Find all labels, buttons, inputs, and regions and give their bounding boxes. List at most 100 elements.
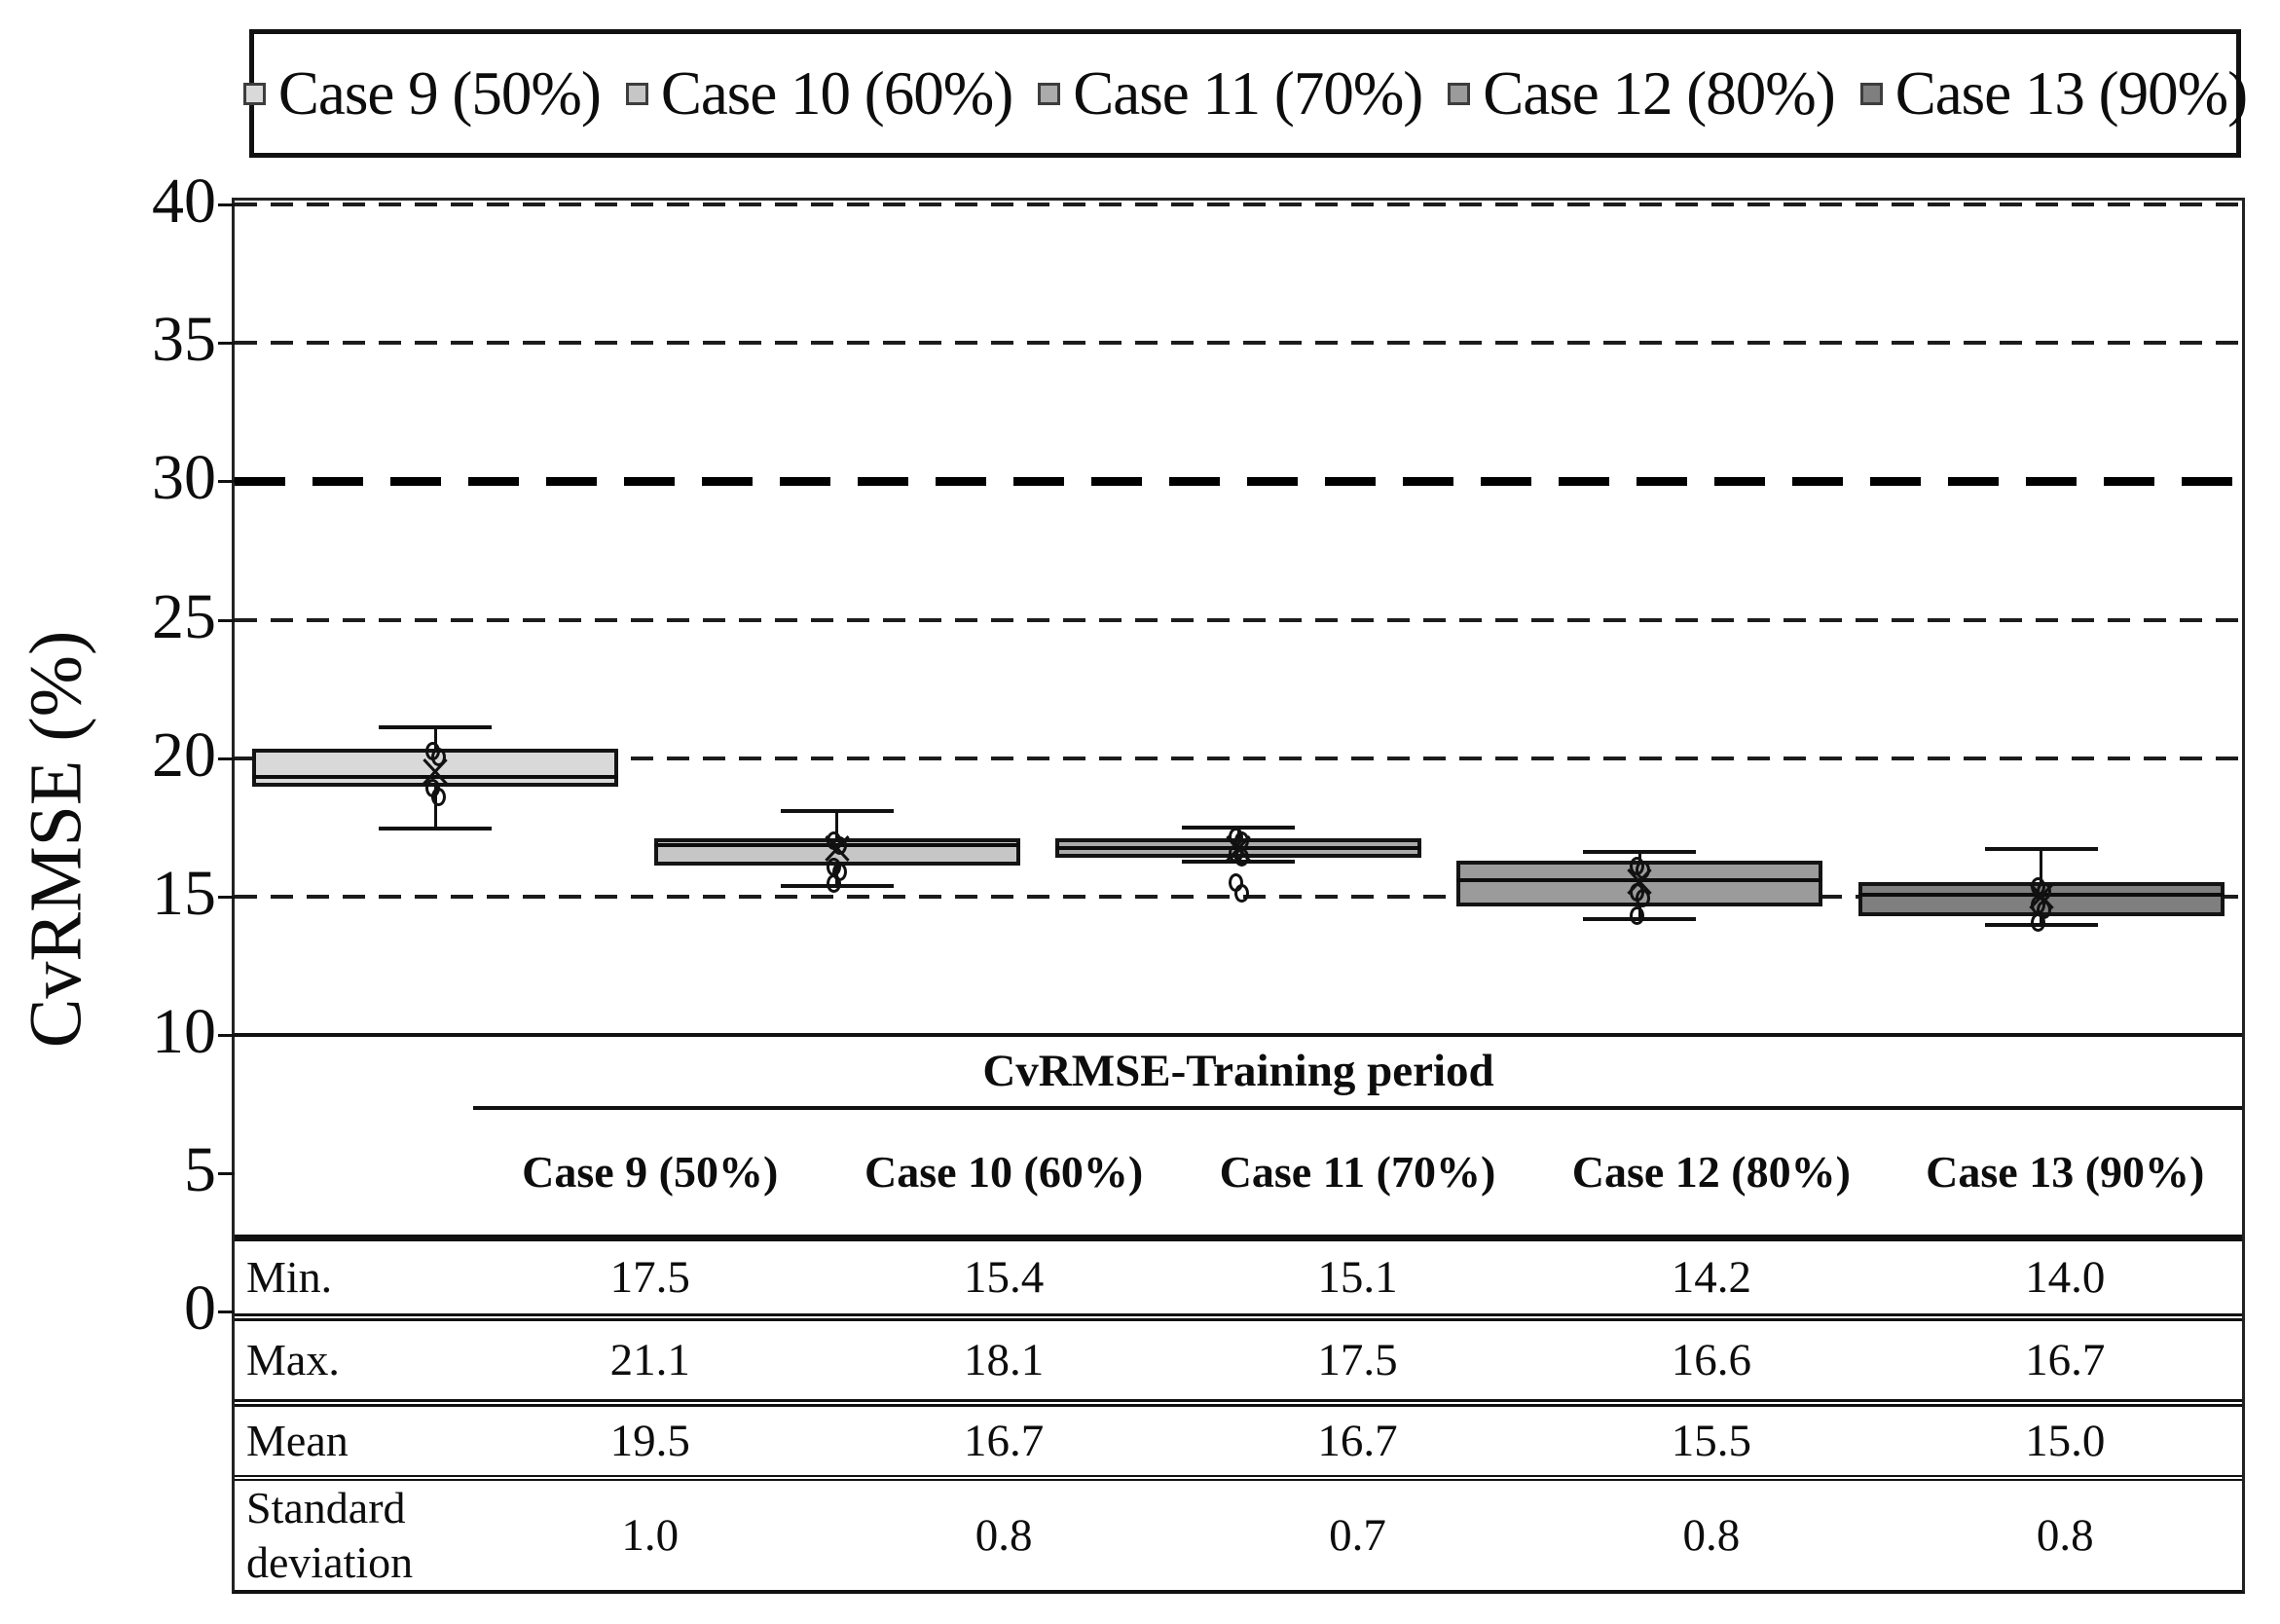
gridline-dashed [235,617,2242,622]
table-column-header: Case 13 (90%) [1926,1147,2205,1198]
cell-value: 14.2 [1671,1252,1751,1303]
row-label: Standard deviation [246,1483,414,1587]
legend-marker-icon [1448,82,1471,105]
y-tick-label: 25 [152,580,216,652]
whisker-cap-upper [1583,850,1697,855]
legend-label: Case 13 (90%) [1894,58,2248,128]
data-point [430,787,446,806]
cell-value: 15.1 [1317,1252,1398,1303]
table-row: Mean 19.5 16.7 16.7 15.5 15.0 [235,1407,2242,1475]
row-label: Min. [246,1252,333,1302]
row-label: Max. [246,1335,340,1384]
legend-marker-icon [625,82,648,105]
whisker-cap-lower [379,826,493,830]
cell-value: 0.7 [1329,1510,1386,1561]
y-tick-label: 5 [184,1133,216,1205]
legend-marker-icon [242,82,266,105]
y-tick-label: 10 [152,995,216,1067]
cell-value: 18.1 [963,1335,1045,1385]
y-tick-mark [218,1171,235,1175]
y-tick-label: 35 [152,304,216,376]
table-title-underline [473,1105,2242,1110]
table-column-header: Case 10 (60%) [864,1147,1144,1198]
gridline-dashed [235,341,2242,346]
whisker-cap-upper [1984,847,2098,852]
y-tick-mark [218,618,235,622]
legend-label: Case 9 (50%) [277,58,602,128]
cell-value: 16.6 [1671,1335,1751,1385]
data-point [2031,913,2046,933]
legend-label: Case 12 (80%) [1483,58,1835,128]
data-point [827,874,842,894]
cell-value: 16.7 [2025,1335,2106,1385]
legend-item: Case 9 (50%) [242,58,602,129]
cell-value: 0.8 [1682,1510,1741,1561]
cell-value: 15.5 [1671,1416,1751,1466]
mean-x-marker [1624,867,1655,898]
cell-value: 17.5 [609,1252,690,1303]
data-point [1635,888,1650,907]
y-tick-mark [218,203,235,207]
table-column-header: Case 11 (70%) [1219,1147,1496,1198]
table-row: Max. 21.1 18.1 17.5 16.6 16.7 [235,1321,2242,1399]
threshold-gridline [235,477,2242,487]
legend-marker-icon [1038,82,1061,105]
legend-label: Case 10 (60%) [660,58,1013,128]
legend: Case 9 (50%) Case 10 (60%) Case 11 (70%) Ca… [242,29,2248,158]
table-column-header: Case 12 (80%) [1571,1147,1851,1198]
y-tick-mark [218,1310,235,1313]
table-row: Min. 17.5 15.4 15.1 14.2 14.0 [235,1241,2242,1313]
y-tick-mark [218,757,235,760]
whisker-upper [2040,849,2043,883]
y-tick-mark [218,1033,235,1037]
legend-item: Case 13 (90%) [1859,58,2248,129]
y-tick-label: 20 [152,719,216,791]
whisker-upper [1637,852,1641,861]
table-header-row: Case 9 (50%) Case 10 (60%) Case 11 (70%) Ca… [235,1110,2242,1236]
cell-value: 21.1 [609,1335,690,1385]
whisker-cap-upper [1182,825,1295,830]
cell-value: 15.0 [2025,1416,2106,1466]
table-heavy-rule [235,1235,2242,1241]
cell-value: 0.8 [975,1510,1033,1561]
table-row: Standard deviation 1.0 0.8 0.7 0.8 0.8 [235,1481,2242,1590]
table-body: Min. 17.5 15.4 15.1 14.2 14.0 Max. 21.1 18.1 17.5… [235,1241,2242,1590]
gridline-dashed [235,203,2242,207]
y-axis-labels: 0 5 10 15 20 25 30 35 40 [0,169,220,1587]
cell-value: 16.7 [1317,1416,1398,1466]
whisker-lower [433,787,437,828]
y-tick-mark [218,342,235,346]
median-line [252,775,619,780]
table-row-separator [235,1475,2242,1481]
cell-value: 0.8 [2036,1510,2094,1561]
mean-x-marker [2026,881,2057,912]
table-row-separator [235,1399,2242,1407]
plot-area: CvRMSE-Training period Case 9 (50%) Case … [218,198,2245,1594]
gridline-dashed [235,756,2242,760]
y-tick-label: 40 [152,166,216,238]
mean-x-marker [822,833,853,865]
y-tick-label: 30 [152,442,216,514]
y-tick-label: 0 [184,1273,216,1344]
legend-label: Case 11 (70%) [1073,58,1423,128]
whisker-upper [835,810,839,838]
table-column-header: Case 9 (50%) [522,1147,779,1198]
whisker-cap-upper [379,725,493,730]
table-title: CvRMSE-Training period [982,1046,1494,1097]
stats-table: CvRMSE-Training period Case 9 (50%) Case … [235,1033,2242,1590]
table-row-separator [235,1313,2242,1321]
cell-value: 17.5 [1317,1335,1398,1385]
whisker-cap-upper [780,808,894,813]
legend-item: Case 10 (60%) [625,58,1013,129]
mean-x-marker [1223,833,1254,865]
y-tick-mark [218,480,235,484]
row-label: Mean [246,1416,349,1465]
cell-value: 15.4 [963,1252,1045,1303]
cell-value: 16.7 [963,1416,1045,1466]
mean-x-marker [420,757,451,788]
y-tick-mark [218,895,235,899]
data-point [1233,884,1249,904]
data-point [1629,906,1644,926]
legend-item: Case 11 (70%) [1038,58,1423,129]
